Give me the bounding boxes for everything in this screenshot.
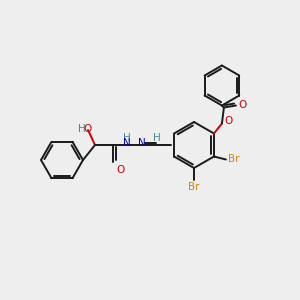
Text: O: O — [238, 100, 246, 110]
Text: Br: Br — [188, 182, 200, 192]
Text: H: H — [153, 133, 161, 143]
Text: Br: Br — [228, 154, 239, 164]
Text: H: H — [123, 133, 131, 143]
Text: O: O — [116, 165, 124, 175]
Text: H: H — [78, 124, 86, 134]
Text: O: O — [83, 124, 91, 134]
Text: N: N — [138, 138, 146, 148]
Text: N: N — [123, 138, 131, 148]
Text: O: O — [224, 116, 232, 127]
